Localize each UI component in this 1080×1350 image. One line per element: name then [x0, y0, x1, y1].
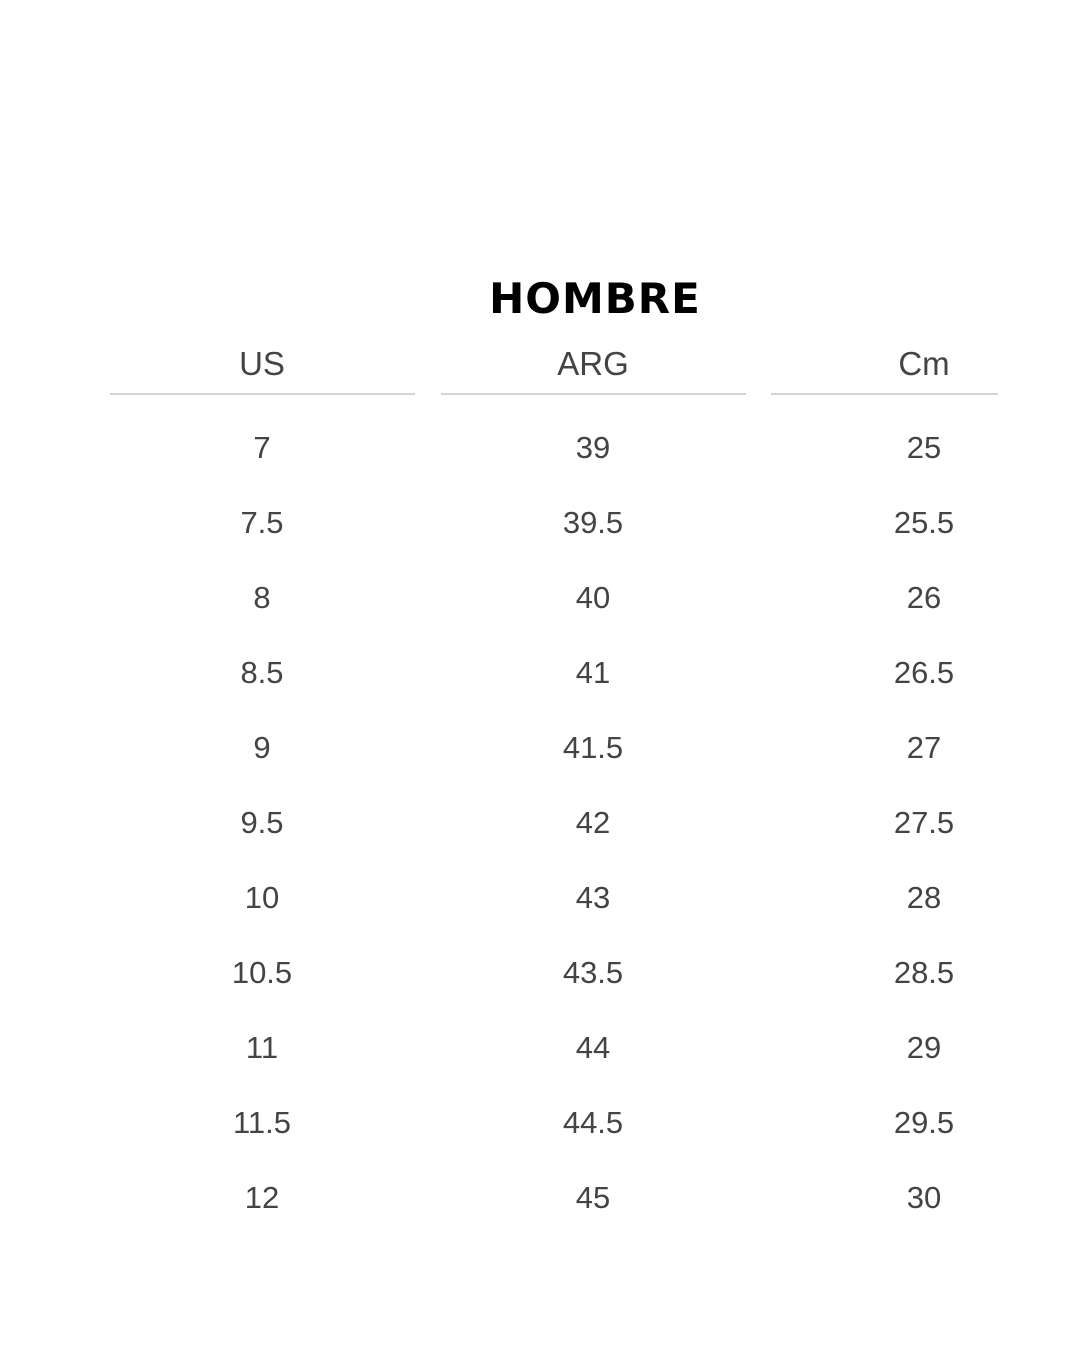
table-cell-cm: 25.5	[893, 505, 955, 540]
table-cell-arg: 43	[575, 880, 611, 915]
column-header-arg: ARG	[557, 345, 629, 382]
table-cell-us: 10.5	[231, 955, 293, 990]
table-cell-us: 10	[244, 880, 280, 915]
table-cell-arg: 39	[575, 430, 611, 465]
table-cell-arg: 45	[575, 1180, 611, 1215]
table-cell-arg: 39.5	[562, 505, 624, 540]
table-cell-cm: 29.5	[893, 1105, 955, 1140]
table-cell-cm: 26.5	[893, 655, 955, 690]
column-header-cm: Cm	[898, 345, 950, 382]
table-cell-us: 12	[244, 1180, 280, 1215]
table-cell-arg: 40	[575, 580, 611, 615]
table-cell-cm: 26	[906, 580, 942, 615]
table-cell-arg: 44	[575, 1030, 611, 1065]
column-header-us: US	[239, 345, 285, 382]
table-cell-cm: 28.5	[893, 955, 955, 990]
table-cell-arg: 42	[575, 805, 611, 840]
table-cell-cm: 27.5	[893, 805, 955, 840]
table-cell-us: 11	[245, 1030, 279, 1065]
table-cell-us: 9	[253, 730, 271, 765]
table-cell-us: 11.5	[232, 1105, 292, 1140]
table-cell-arg: 43.5	[562, 955, 624, 990]
table-cell-us: 9.5	[240, 805, 284, 840]
header-divider	[441, 393, 746, 395]
table-cell-cm: 29	[906, 1030, 942, 1065]
header-divider	[110, 393, 415, 395]
table-cell-cm: 25	[906, 430, 942, 465]
table-cell-us: 8.5	[240, 655, 284, 690]
table-cell-cm: 30	[906, 1180, 942, 1215]
table-cell-arg: 41.5	[562, 730, 624, 765]
table-cell-us: 7	[253, 430, 271, 465]
table-cell-us: 7.5	[240, 505, 284, 540]
table-cell-arg: 44.5	[562, 1105, 624, 1140]
page-title: HOMBRE	[489, 274, 701, 323]
table-cell-cm: 27	[906, 730, 942, 765]
table-cell-arg: 41	[575, 655, 611, 690]
header-divider	[771, 393, 998, 395]
table-cell-cm: 28	[906, 880, 942, 915]
table-cell-us: 8	[253, 580, 271, 615]
